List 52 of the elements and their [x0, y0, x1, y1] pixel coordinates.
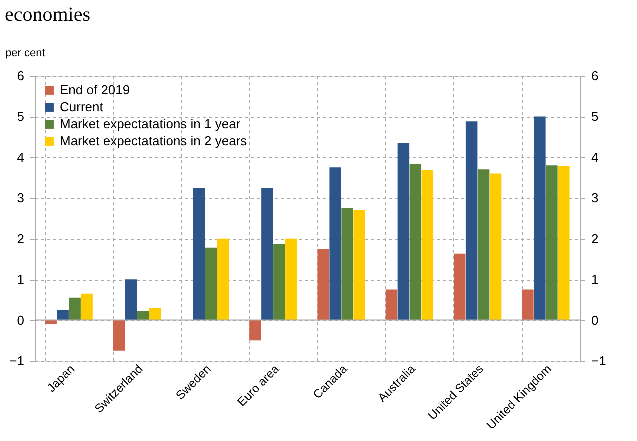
y-tick-label: 4	[17, 150, 24, 165]
bar	[342, 208, 354, 320]
y2-tick-label: 5	[592, 109, 599, 124]
legend-label: Current	[60, 100, 104, 114]
bar	[478, 170, 490, 320]
bar	[354, 210, 366, 320]
y-axis-title: per cent	[6, 48, 46, 60]
bar	[250, 320, 262, 341]
y-tick-label: 2	[17, 231, 24, 246]
bar	[205, 248, 218, 320]
bar	[262, 188, 274, 320]
bar	[386, 290, 398, 320]
chart-title: economies	[5, 4, 91, 26]
bar	[398, 143, 410, 320]
bar	[546, 166, 558, 320]
y2-tick-label: 4	[592, 150, 599, 165]
y2-tick-label: 3	[592, 190, 599, 206]
y2-tick-label: 6	[592, 68, 599, 84]
bar	[149, 308, 162, 320]
y-tick-label: 3	[17, 190, 24, 206]
bar	[490, 174, 502, 320]
bar	[137, 311, 150, 320]
bar	[113, 320, 126, 351]
bar	[330, 168, 342, 320]
y-tick-label: 6	[17, 68, 24, 84]
bar	[274, 244, 286, 320]
legend-label: End of 2019	[60, 82, 130, 98]
y2-tick-label: 0	[592, 312, 599, 328]
bar	[534, 116, 546, 320]
legend-label: Market expectatations in 2 years	[60, 134, 248, 148]
bar	[558, 166, 570, 320]
bar	[57, 310, 69, 320]
bar	[318, 249, 330, 320]
y2-tick-label: −1	[592, 354, 606, 368]
y2-tick-label: 1	[592, 272, 599, 288]
bar	[454, 254, 466, 320]
bar	[422, 170, 434, 320]
y-tick-label: 5	[17, 109, 24, 124]
bar	[69, 298, 81, 320]
bar	[466, 122, 478, 320]
y2-tick-label: 2	[592, 231, 599, 246]
bar	[286, 238, 298, 320]
bar	[193, 188, 206, 320]
legend-label: Market expectatations in 1 year	[60, 116, 242, 132]
y-tick-label: 1	[17, 272, 24, 288]
bar	[125, 280, 138, 320]
bar	[522, 290, 534, 320]
y-tick-label: −1	[10, 354, 24, 368]
bar	[410, 164, 422, 320]
bar	[81, 294, 93, 320]
y-tick-label: 0	[17, 312, 24, 328]
bar	[217, 238, 230, 320]
